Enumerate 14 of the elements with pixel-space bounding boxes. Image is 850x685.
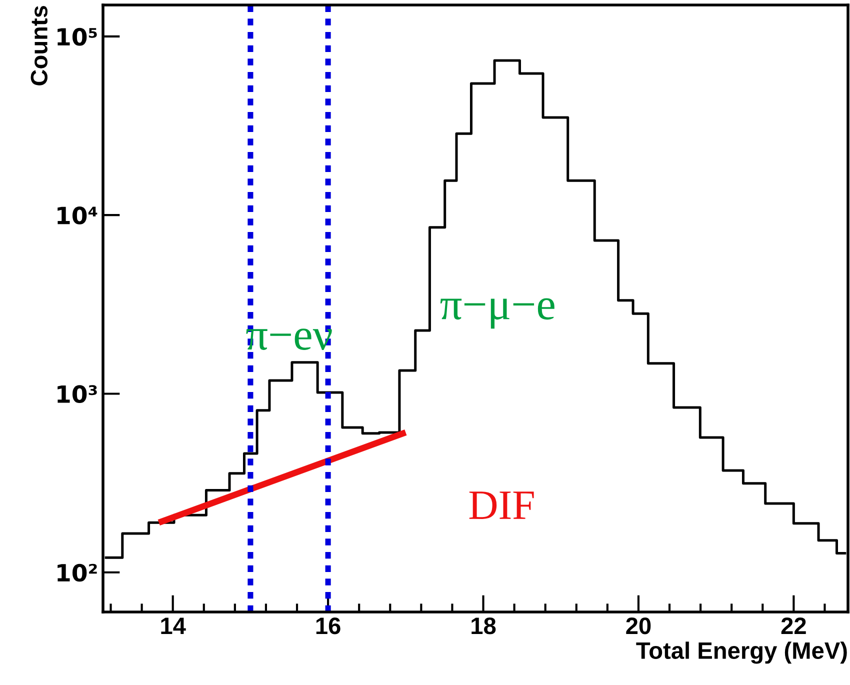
text: DIF: [469, 492, 534, 519]
y-tick-label: 10²: [58, 564, 97, 582]
y-tick-label: 10³: [58, 385, 97, 404]
x-tick-label: 16: [316, 617, 340, 634]
x-tick-label: 22: [781, 617, 806, 634]
x-tick-label: 20: [626, 617, 651, 634]
x-axis-title: Total Energy (MeV): [636, 642, 847, 664]
x-tick-label: 18: [472, 617, 496, 634]
y-tick-label: 10⁵: [58, 28, 97, 46]
x-tick-label: 14: [161, 618, 186, 634]
y-tick-label: 10⁴: [58, 206, 98, 224]
y-axis-title: Counts: [30, 6, 48, 86]
annotation: π−μ−e: [440, 298, 554, 329]
annotation: π−eν: [246, 328, 332, 350]
